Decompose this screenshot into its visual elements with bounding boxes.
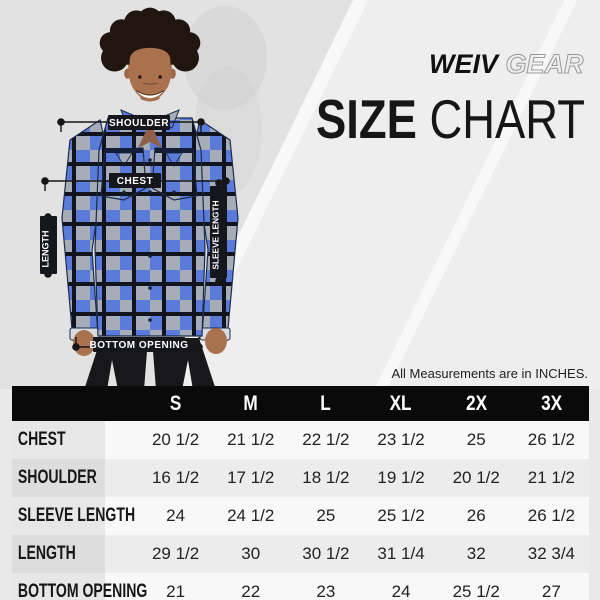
svg-text:LENGTH: LENGTH (41, 231, 51, 268)
svg-text:BOTTOM OPENING: BOTTOM OPENING (89, 340, 188, 351)
svg-text:CHEST: CHEST (117, 176, 153, 187)
svg-text:SHOULDER: SHOULDER (109, 118, 169, 129)
svg-text:SLEEVE LENGTH: SLEEVE LENGTH (211, 200, 221, 269)
